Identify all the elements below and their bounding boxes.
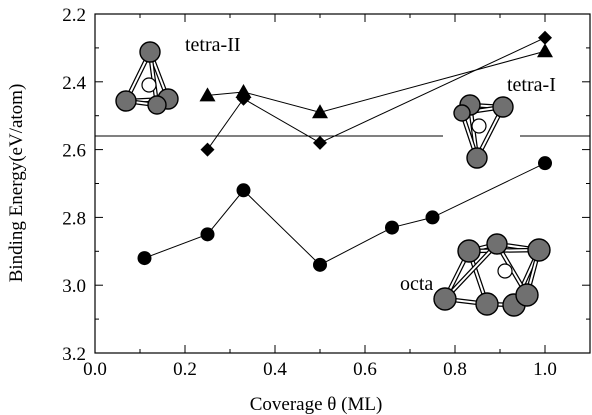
center-atom <box>141 77 157 93</box>
tetra-ii-point <box>312 104 328 119</box>
tetra-ii-point <box>537 43 553 58</box>
octa-point <box>137 251 152 266</box>
axes-layer <box>94 13 591 354</box>
labels-layer: Coverage θ (ML) Binding Energy(eV/atom) … <box>6 5 557 415</box>
x-tick-label: 0.2 <box>173 359 197 380</box>
atom <box>466 147 488 169</box>
x-tick-label: 0.4 <box>263 359 287 380</box>
octa-structure <box>433 233 551 317</box>
x-tick-label: 0.0 <box>83 359 107 380</box>
atom <box>515 283 539 307</box>
tetra-i-structure <box>453 94 514 169</box>
octa-point <box>313 257 327 272</box>
tetra-i-point <box>538 30 552 45</box>
x-axis-label: Coverage θ (ML) <box>250 394 383 415</box>
series-line <box>207 50 546 113</box>
y-axis-label: Binding Energy(eV/atom) <box>6 84 27 283</box>
x-tick-label: 0.6 <box>353 359 377 380</box>
octa-point <box>236 183 251 198</box>
x-tick-label: 1.0 <box>533 359 557 380</box>
atom <box>457 239 481 263</box>
x-tick-label: 0.8 <box>443 359 467 380</box>
octa-point <box>425 210 440 225</box>
tetra-ii-point <box>235 83 252 98</box>
atom <box>486 233 508 255</box>
atom <box>492 96 514 118</box>
structure-insets-layer <box>115 41 551 317</box>
atom <box>139 41 161 63</box>
data-points-layer <box>137 30 553 272</box>
tetra-i-point <box>313 135 327 150</box>
tetra-ii-point <box>199 87 216 102</box>
y-tick-label: 2.2 <box>62 5 86 26</box>
octa-point <box>538 156 552 171</box>
tetra-ii-structure <box>115 41 179 115</box>
atom <box>475 292 499 316</box>
octa-point <box>200 227 215 242</box>
octa-point <box>385 220 399 235</box>
annotation-tetra-ii: tetra-II <box>185 34 241 56</box>
annotation-tetra-i: tetra-I <box>507 74 556 96</box>
annotation-octa: octa <box>400 273 433 295</box>
atom <box>453 104 471 122</box>
atom <box>527 238 551 262</box>
tetra-i-point <box>236 91 251 106</box>
y-tick-label: 3.0 <box>62 276 86 297</box>
y-tick-label: 2.4 <box>62 73 86 94</box>
y-tick-label: 2.6 <box>62 141 86 162</box>
tetra-i-point <box>200 142 215 157</box>
center-atom <box>497 263 513 279</box>
atom <box>147 95 167 115</box>
y-tick-label: 3.2 <box>62 344 86 365</box>
bond <box>444 243 498 300</box>
series-line <box>207 37 546 150</box>
y-tick-label: 2.8 <box>62 208 86 229</box>
center-atom <box>471 118 487 134</box>
atom <box>115 90 137 112</box>
atom <box>433 287 457 311</box>
